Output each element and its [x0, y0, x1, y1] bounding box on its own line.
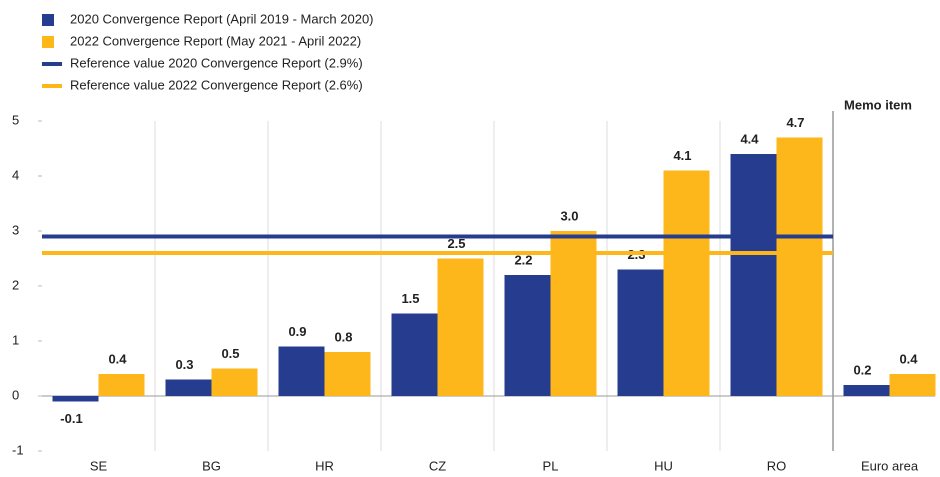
x-tick-label: SE [90, 458, 108, 473]
data-label: 0.3 [175, 357, 193, 372]
y-tick-label: 5 [12, 112, 19, 127]
x-tick-label: HR [315, 458, 334, 473]
legend-label: Reference value 2020 Convergence Report … [70, 55, 363, 70]
bar [211, 368, 258, 396]
data-label: 4.1 [673, 148, 691, 163]
bar [98, 374, 145, 396]
data-label: 0.2 [853, 362, 871, 377]
y-tick-label: 0 [12, 387, 19, 402]
data-label: 2.2 [514, 252, 532, 267]
bar [278, 346, 325, 396]
data-label: 0.8 [334, 329, 352, 344]
legend-swatch [42, 14, 54, 26]
bar [617, 269, 664, 396]
data-label: 4.4 [740, 131, 759, 146]
x-tick-label: BG [202, 458, 221, 473]
data-label: 0.9 [288, 324, 306, 339]
data-label: 0.4 [899, 351, 918, 366]
data-label: 0.4 [108, 351, 127, 366]
bar [504, 275, 551, 396]
memo-label: Memo item [844, 97, 912, 112]
bar [52, 396, 99, 402]
bar [843, 385, 890, 396]
bar [324, 352, 371, 396]
legend-label: 2020 Convergence Report (April 2019 - Ma… [70, 11, 374, 26]
bar [889, 374, 936, 396]
y-tick-label: -1 [12, 442, 24, 457]
data-label: 3.0 [560, 208, 578, 223]
legend-swatch [42, 36, 54, 48]
data-label: 0.5 [221, 346, 239, 361]
bar [437, 258, 484, 396]
y-tick-label: 2 [12, 277, 19, 292]
data-label: 4.7 [786, 115, 804, 130]
bar [776, 137, 823, 396]
data-label: 2.5 [447, 236, 465, 251]
bar [550, 231, 597, 396]
legend-label: 2022 Convergence Report (May 2021 - Apri… [70, 33, 361, 48]
x-tick-label: RO [767, 458, 787, 473]
x-tick-label: CZ [429, 458, 446, 473]
x-tick-label: Euro area [861, 458, 919, 473]
data-label: -0.1 [60, 411, 82, 426]
legend-label: Reference value 2022 Convergence Report … [70, 77, 363, 92]
data-label: 1.5 [401, 291, 419, 306]
x-tick-label: PL [543, 458, 559, 473]
y-tick-label: 1 [12, 332, 19, 347]
y-tick-label: 4 [12, 167, 19, 182]
bar [165, 379, 212, 396]
x-tick-label: HU [654, 458, 673, 473]
bar [663, 170, 710, 396]
y-tick-label: 3 [12, 222, 19, 237]
bar [730, 154, 777, 396]
bar [391, 313, 438, 396]
